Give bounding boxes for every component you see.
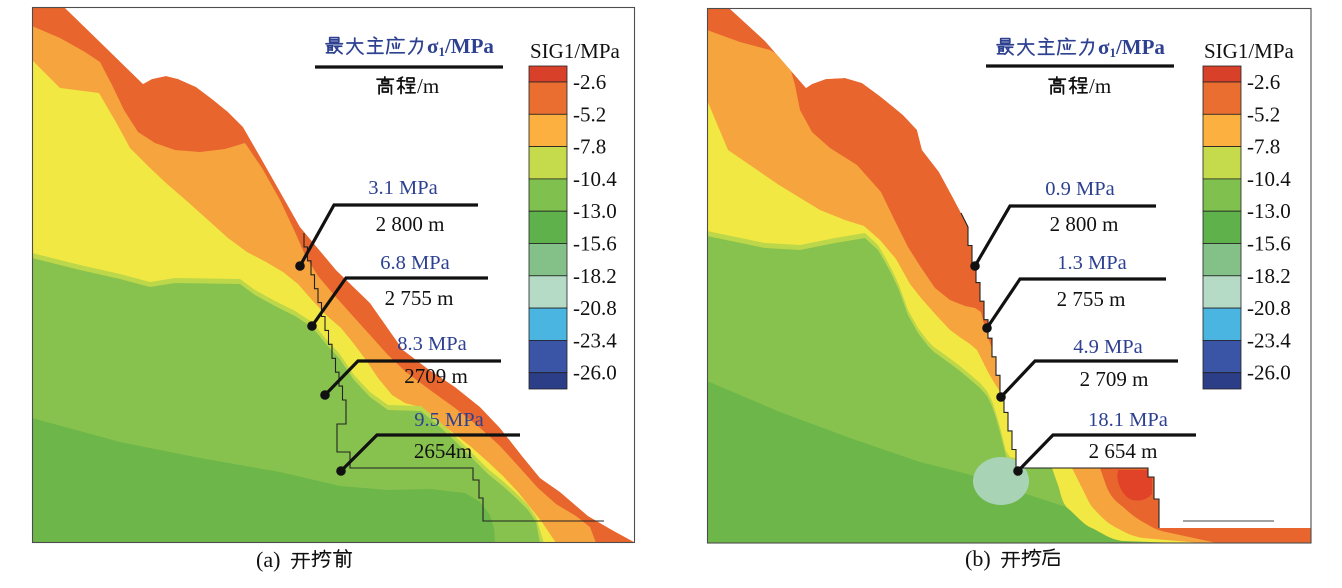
svg-text:-23.4: -23.4 (573, 328, 617, 352)
svg-text:2 709 m: 2 709 m (1080, 367, 1149, 391)
svg-text:SIG1/MPa: SIG1/MPa (1204, 39, 1295, 63)
svg-text:-26.0: -26.0 (1247, 361, 1291, 385)
svg-text:(b): (b) (965, 546, 991, 571)
svg-text:2 755 m: 2 755 m (1057, 287, 1126, 311)
svg-text:/m: /m (417, 74, 439, 98)
svg-text:-2.6: -2.6 (1247, 70, 1280, 94)
svg-text:2 654 m: 2 654 m (1089, 439, 1158, 463)
svg-text:8.3 MPa: 8.3 MPa (397, 333, 466, 355)
svg-text:9.5 MPa: 9.5 MPa (414, 409, 483, 431)
svg-text:-13.0: -13.0 (1247, 199, 1291, 223)
svg-text:-20.8: -20.8 (1247, 296, 1291, 320)
svg-text:-15.6: -15.6 (573, 232, 617, 256)
svg-text:SIG1/MPa: SIG1/MPa (530, 39, 621, 63)
svg-text:-13.0: -13.0 (573, 199, 617, 223)
svg-text:2 800 m: 2 800 m (376, 212, 445, 236)
svg-text:-2.6: -2.6 (573, 70, 606, 94)
svg-text:-23.4: -23.4 (1247, 328, 1291, 352)
svg-text:σ1/MPa: σ1/MPa (1098, 35, 1165, 60)
svg-text:2 800 m: 2 800 m (1050, 212, 1119, 236)
svg-text:3.1 MPa: 3.1 MPa (368, 177, 437, 199)
svg-text:/m: /m (1089, 74, 1111, 98)
svg-text:2709 m: 2709 m (404, 364, 468, 388)
svg-text:4.9 MPa: 4.9 MPa (1073, 336, 1142, 358)
svg-text:-5.2: -5.2 (1247, 102, 1280, 126)
svg-text:-10.4: -10.4 (573, 167, 617, 191)
svg-text:-15.6: -15.6 (1247, 232, 1291, 256)
svg-text:-18.2: -18.2 (1247, 264, 1291, 288)
svg-text:(a): (a) (256, 547, 280, 572)
svg-text:-18.2: -18.2 (573, 264, 617, 288)
svg-text:1.3 MPa: 1.3 MPa (1057, 252, 1126, 274)
svg-text:18.1 MPa: 18.1 MPa (1088, 409, 1168, 431)
svg-text:6.8 MPa: 6.8 MPa (380, 252, 449, 274)
svg-text:-20.8: -20.8 (573, 296, 617, 320)
svg-text:-7.8: -7.8 (1247, 135, 1280, 159)
svg-text:0.9 MPa: 0.9 MPa (1045, 178, 1114, 200)
svg-text:2 755 m: 2 755 m (385, 286, 454, 310)
svg-text:-7.8: -7.8 (573, 135, 606, 159)
svg-text:2654m: 2654m (414, 439, 472, 463)
svg-text:-5.2: -5.2 (573, 102, 606, 126)
svg-text:-10.4: -10.4 (1247, 167, 1291, 191)
svg-text:σ1/MPa: σ1/MPa (427, 34, 494, 59)
svg-text:-26.0: -26.0 (573, 361, 617, 385)
